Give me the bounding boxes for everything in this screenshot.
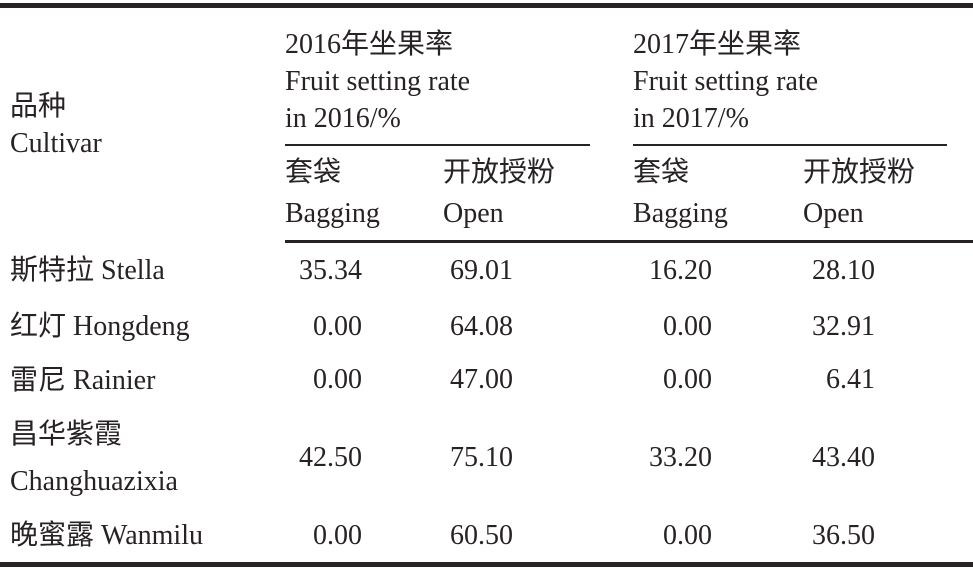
value-2016-bagging: 0.00 — [313, 519, 362, 551]
cultivar-column-header: 品种 Cultivar — [0, 6, 285, 242]
value-2016-open: 64.08 — [450, 310, 514, 342]
subheader-2016-bagging: 套袋 Bagging — [285, 145, 443, 243]
value-2017-open: 43.40 — [812, 442, 876, 473]
value-2016-bagging: 35.34 — [299, 255, 362, 287]
subheader-2016-open: 开放授粉 Open — [443, 145, 634, 243]
subheader-2016-open-zh: 开放授粉 — [443, 156, 556, 188]
group-header-2016: 2016年坐果率 Fruit setting rate in 2016/% — [285, 6, 633, 146]
value-2016-bagging: 0.00 — [313, 364, 362, 395]
group-2016-title-en1: Fruit setting rate — [285, 65, 471, 97]
subheader-2017-open-zh: 开放授粉 — [803, 156, 916, 188]
value-2016-open: 75.10 — [450, 442, 514, 473]
header-group-row: 品种 Cultivar 2016年坐果率 Fruit setting rate … — [0, 6, 973, 159]
cultivar-name-zh: 雷尼 — [10, 364, 67, 396]
group-2017-title-en2: in 2017/% — [633, 102, 749, 134]
value-2017-bagging: 16.20 — [649, 255, 713, 287]
cultivar-name-zh: 晚蜜露 — [10, 520, 95, 552]
cultivar-name-zh: 斯特拉 — [10, 255, 95, 286]
cultivar-name-wanmilu: 晚蜜露 Wanmilu — [0, 510, 285, 565]
subheader-2016-bagging-zh: 套袋 — [285, 156, 342, 188]
cultivar-name-en: Hongdeng — [73, 311, 190, 342]
cultivar-name-changhuazixia: 昌华紫霞 Changhuazixia — [0, 407, 285, 510]
cultivar-header-en: Cultivar — [10, 127, 102, 159]
cultivar-name-zh: 红灯 — [10, 311, 67, 342]
fruit-setting-rate-table: 品种 Cultivar 2016年坐果率 Fruit setting rate … — [0, 3, 973, 567]
subheader-2016-open-en: Open — [443, 197, 504, 229]
cultivar-name-stella: 斯特拉 Stella — [0, 242, 285, 300]
group-header-2017-title: 2017年坐果率 Fruit setting rate in 2017/% — [633, 26, 973, 144]
group-2016-underline-rule — [285, 143, 591, 146]
cultivar-name-en: Changhuazixia — [10, 466, 178, 497]
value-2016-open: 69.01 — [450, 255, 514, 287]
subheader-2017-bagging: 套袋 Bagging — [633, 145, 804, 243]
cultivar-name-en: Rainier — [73, 364, 156, 396]
table-row-rainier: 雷尼 Rainier 0.00 47.00 0.00 6.41 — [0, 354, 973, 407]
subheader-2017-bagging-en: Bagging — [633, 197, 728, 229]
table-row-changhuazixia: 昌华紫霞 Changhuazixia 42.50 75.10 33.20 43.… — [0, 407, 973, 510]
cultivar-name-en: Wanmilu — [101, 520, 203, 552]
subheader-2016-bagging-en: Bagging — [285, 197, 380, 229]
subheader-2017-open: 开放授粉 Open — [803, 145, 973, 243]
table-row-hongdeng: 红灯 Hongdeng 0.00 64.08 0.00 32.91 — [0, 300, 973, 354]
value-2016-bagging: 0.00 — [313, 310, 362, 342]
group-header-2016-title: 2016年坐果率 Fruit setting rate in 2016/% — [285, 26, 633, 144]
value-2016-open: 60.50 — [450, 519, 514, 551]
cultivar-name-en: Stella — [101, 255, 165, 286]
value-2017-open: 36.50 — [812, 519, 876, 551]
value-2017-open: 28.10 — [812, 255, 876, 287]
value-2017-open: 32.91 — [812, 310, 876, 342]
value-2017-bagging: 0.00 — [663, 310, 713, 342]
value-2017-open: 6.41 — [826, 364, 876, 395]
value-2017-bagging: 0.00 — [663, 364, 713, 395]
group-2017-title-en1: Fruit setting rate — [633, 65, 819, 97]
header-sub-row: 套袋 Bagging 开放授粉 Open 套袋 Bagging 开放授粉 Ope… — [0, 145, 973, 243]
value-2016-open: 47.00 — [450, 364, 514, 395]
group-2016-title-zh: 2016年坐果率 — [285, 28, 454, 60]
subheader-2017-open-en: Open — [803, 197, 864, 229]
group-header-2017: 2017年坐果率 Fruit setting rate in 2017/% — [633, 6, 973, 146]
cultivar-name-rainier: 雷尼 Rainier — [0, 354, 285, 407]
cultivar-name-hongdeng: 红灯 Hongdeng — [0, 300, 285, 354]
group-2017-title-zh: 2017年坐果率 — [633, 28, 802, 60]
subheader-2017-bagging-zh: 套袋 — [633, 156, 690, 188]
table-row-stella: 斯特拉 Stella 35.34 69.01 16.20 28.10 — [0, 242, 973, 300]
cultivar-header-zh: 品种 — [10, 90, 67, 122]
value-2017-bagging: 33.20 — [649, 442, 713, 473]
cultivar-name-zh: 昌华紫霞 — [10, 419, 123, 450]
value-2017-bagging: 0.00 — [663, 519, 713, 551]
group-2017-underline-rule — [633, 143, 948, 146]
table-row-wanmilu: 晚蜜露 Wanmilu 0.00 60.50 0.00 36.50 — [0, 510, 973, 565]
group-2016-title-en2: in 2016/% — [285, 102, 401, 134]
value-2016-bagging: 42.50 — [299, 442, 362, 473]
